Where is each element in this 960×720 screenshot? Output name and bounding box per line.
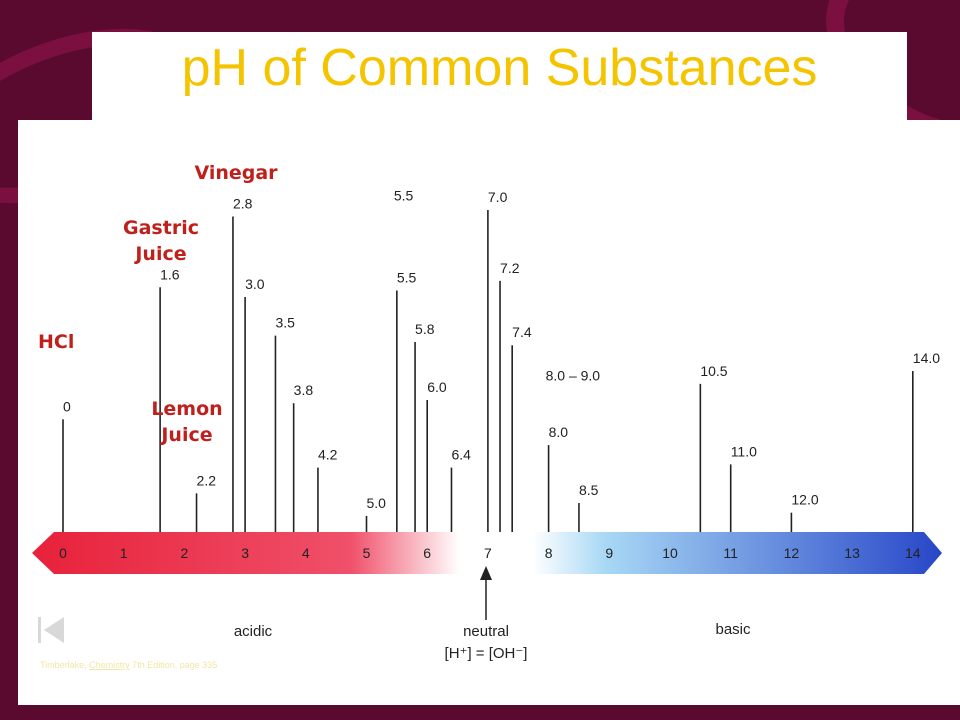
scale-tick-10: 10	[662, 545, 678, 561]
scale-ticks: 0 1 2 3 4 5 6 7 8 9 10 11 12 13 14	[59, 545, 921, 561]
marker-label-8: 5.0	[367, 495, 387, 511]
scale-tick-6: 6	[423, 545, 431, 561]
marker-label-13: 7.0	[488, 189, 508, 205]
callout-vinegar: Vinegar	[194, 162, 278, 184]
scale-tick-12: 12	[784, 545, 800, 561]
marker-label-14: 7.2	[500, 260, 520, 276]
floating-label-1: 8.0 – 9.0	[546, 368, 601, 384]
scale-tick-5: 5	[363, 545, 371, 561]
neutral-arrow-head	[480, 566, 492, 580]
marker-label-0: 0	[63, 398, 71, 414]
callout-gastric-juice: Gastric Juice	[123, 217, 199, 265]
marker-label-9: 5.5	[397, 270, 417, 286]
marker-label-12: 6.4	[451, 447, 471, 463]
marker-label-21: 14.0	[913, 350, 940, 366]
marker-label-3: 2.8	[233, 195, 253, 211]
marker-label-19: 11.0	[731, 443, 757, 459]
marker-label-6: 3.8	[294, 382, 314, 398]
marker-label-15: 7.4	[512, 324, 532, 340]
marker-lines	[62, 210, 914, 532]
neutral-label: neutral	[463, 623, 509, 640]
scale-tick-8: 8	[545, 545, 553, 561]
ph-scale-diagram: 0 1.6 2.2 2.8 3.0 3.5 3.8 4.2 5.0 5.5 5.8 6.0 6.4 7.0…	[32, 187, 942, 662]
first-slide-button[interactable]	[36, 614, 68, 646]
source-credit: Timberlake, Chemistry 7th Edition, page …	[40, 660, 217, 670]
scale-tick-13: 13	[844, 545, 860, 561]
marker-label-7: 4.2	[318, 447, 338, 463]
credit-link[interactable]: Chemistry	[89, 660, 130, 670]
floating-label-0: 5.5	[394, 187, 414, 203]
marker-label-11: 6.0	[427, 379, 447, 395]
basic-label: basic	[715, 621, 751, 638]
marker-label-2: 2.2	[197, 472, 217, 488]
acidic-label: acidic	[234, 623, 273, 640]
title-box	[92, 32, 907, 132]
marker-label-10: 5.8	[415, 321, 435, 337]
credit-suffix: 7th Edition, page 335	[129, 660, 218, 670]
floating-labels: 5.5 8.0 – 9.0	[394, 187, 600, 383]
skip-to-start-icon	[38, 617, 64, 643]
scale-tick-11: 11	[723, 545, 738, 561]
marker-label-18: 10.5	[700, 363, 727, 379]
callout-lemon-juice: Lemon Juice	[151, 398, 223, 446]
scale-tick-4: 4	[302, 545, 310, 561]
marker-label-5: 3.5	[275, 315, 295, 331]
scale-tick-2: 2	[181, 545, 189, 561]
marker-label-20: 12.0	[791, 492, 818, 508]
scale-tick-7: 7	[484, 545, 492, 561]
scale-tick-0: 0	[59, 545, 67, 561]
neutral-equation: [H⁺] = [OH⁻]	[445, 645, 528, 662]
scale-tick-1: 1	[120, 545, 128, 561]
ph-scale-bar	[32, 532, 942, 574]
slide-title: pH of Common Substances	[181, 39, 818, 97]
scale-tick-9: 9	[605, 545, 613, 561]
marker-label-17: 8.5	[579, 482, 599, 498]
callout-hcl: HCl	[38, 331, 75, 353]
diagram-panel	[18, 120, 960, 705]
credit-prefix: Timberlake,	[40, 660, 90, 670]
marker-labels: 0 1.6 2.2 2.8 3.0 3.5 3.8 4.2 5.0 5.5 5.8 6.0 6.4 7.0…	[63, 189, 940, 511]
marker-label-16: 8.0	[549, 424, 569, 440]
marker-label-1: 1.6	[160, 266, 180, 282]
scale-tick-3: 3	[241, 545, 249, 561]
scale-tick-14: 14	[905, 545, 921, 561]
marker-label-4: 3.0	[245, 276, 265, 292]
